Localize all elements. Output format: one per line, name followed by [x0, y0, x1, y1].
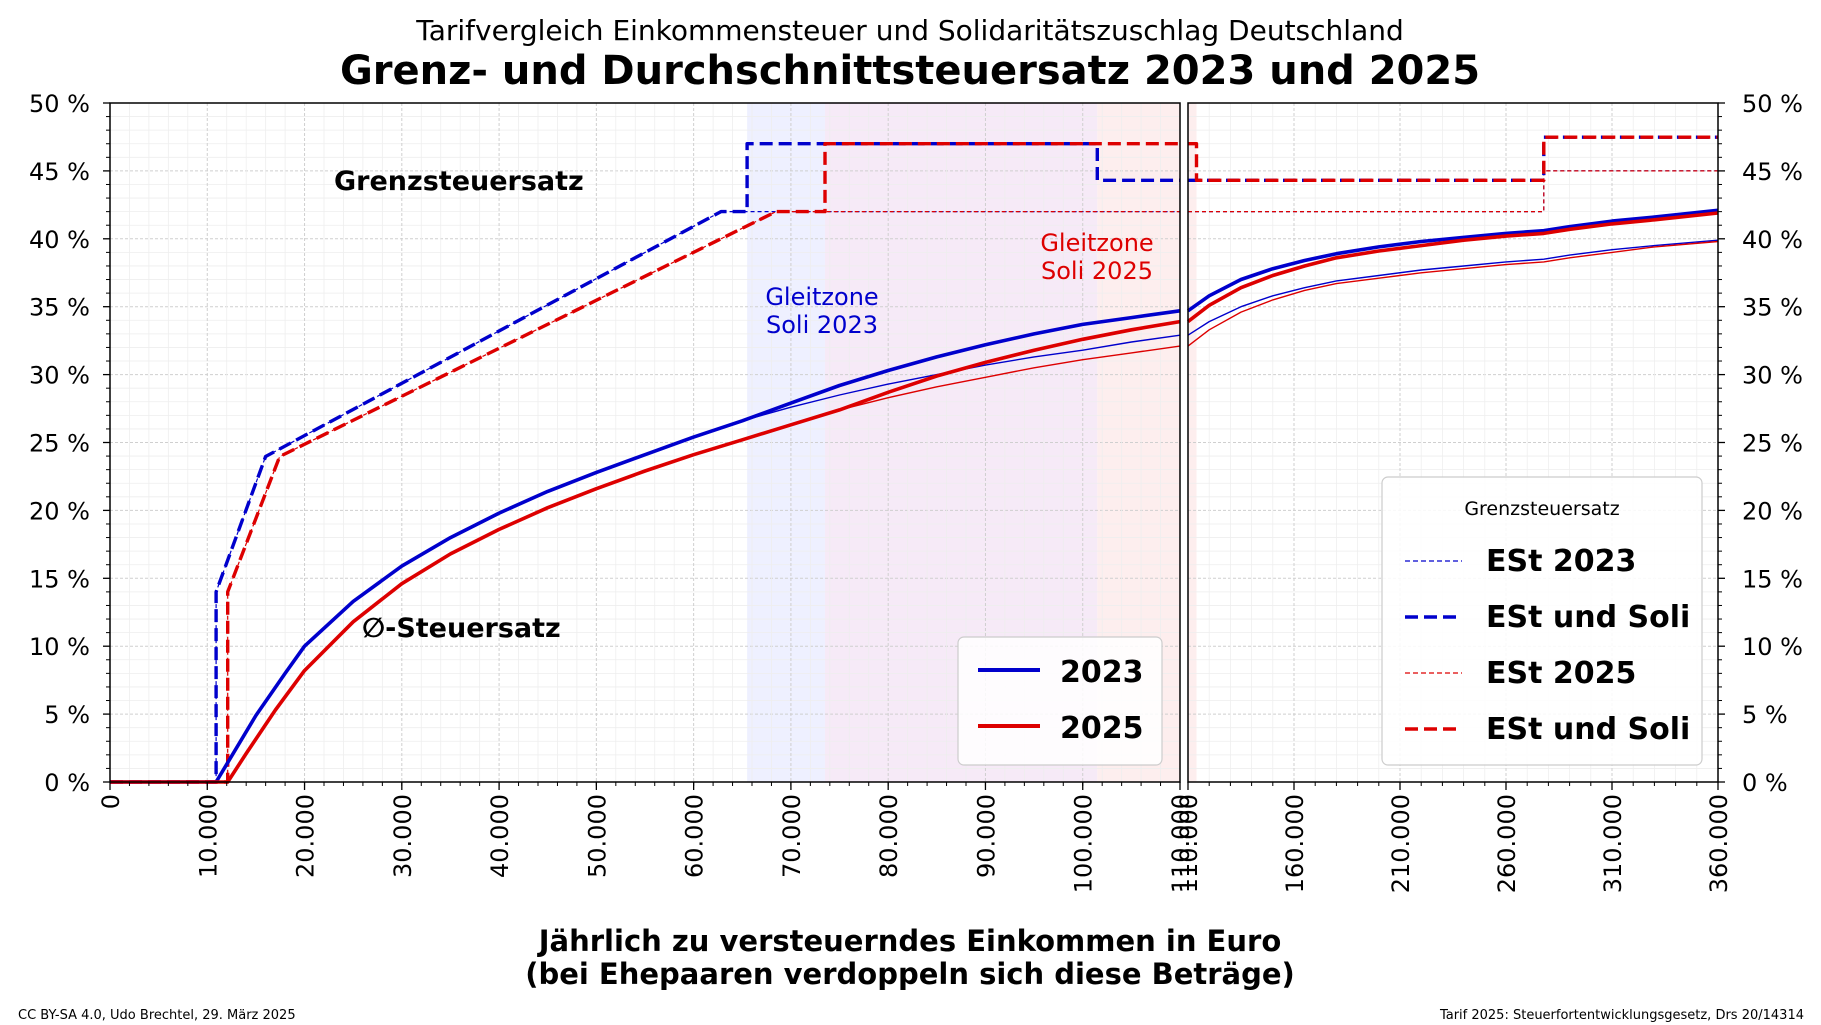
annotation-zone-2025-line1: Gleitzone	[1040, 229, 1153, 257]
y-tick-label-left: 35 %	[29, 294, 90, 322]
legend-marginal-title: Grenzsteuersatz	[1464, 498, 1619, 520]
y-tick-label-right: 40 %	[1742, 226, 1803, 254]
series-line-left-est-und-soli-dashed	[110, 142, 1180, 784]
y-tick-label-left: 5 %	[44, 701, 90, 729]
legend-label-est-2025: ESt 2025	[1486, 656, 1636, 691]
series-line-right-2025-est-thin	[1187, 240, 1719, 347]
y-tick-label-right: 5 %	[1742, 701, 1788, 729]
annotation-grenzsteuersatz: Grenzsteuersatz	[334, 166, 584, 197]
x-tick-label: 40.000	[486, 794, 514, 878]
y-tick-label-right: 10 %	[1742, 633, 1803, 661]
series-line-right-2025-thick	[1186, 211, 1719, 324]
legend-marginal-frame	[1381, 476, 1703, 766]
footer-left: CC BY-SA 4.0, Udo Brechtel, 29. März 202…	[18, 1008, 296, 1023]
series-line-right-est-2023-thin-dashed	[1188, 170, 1718, 213]
y-tick-label-left: 40 %	[29, 226, 90, 254]
annotation-zone-2025-line2: Soli 2025	[1041, 257, 1153, 285]
y-tick-label-right: 45 %	[1742, 158, 1803, 186]
annotation-zone-2023-line2: Soli 2023	[766, 311, 878, 339]
y-tick-label-left: 10 %	[29, 633, 90, 661]
annotation-zone-2023-line1: Gleitzone	[765, 283, 878, 311]
y-tick-label-left: 25 %	[29, 430, 90, 458]
x-tick-label: 10.000	[194, 794, 222, 878]
legend-average: 2023 2025	[957, 636, 1163, 766]
footer-right: Tarif 2025: Steuerfortentwicklungsgesetz…	[1439, 1008, 1804, 1023]
y-tick-label-left: 30 %	[29, 362, 90, 390]
legend-marginal: Grenzsteuersatz ESt 2023 ESt und Soli ES…	[1381, 476, 1703, 766]
chart-supertitle: Tarifvergleich Einkommensteuer und Solid…	[415, 14, 1404, 47]
gleitzone-2025-band-right	[1188, 103, 1197, 782]
left-panel: 0 10.000 20.000 30.000 40.000 50.000 60.000 70.…	[29, 90, 1195, 893]
y-tick-label-left: 50 %	[29, 90, 90, 118]
x-tick-label: 60.000	[681, 794, 709, 878]
x-axis-label-line1: Jährlich zu versteuerndes Einkommen in E…	[537, 924, 1282, 958]
y-tick-label-right: 50 %	[1742, 90, 1803, 118]
legend-label-2023: 2023	[1060, 655, 1144, 690]
series-line-right-est-und-soli-dashed	[1188, 135, 1718, 182]
y-tick-label-right: 0 %	[1742, 769, 1788, 797]
x-tick-label: 80.000	[875, 794, 903, 878]
x-tick-label: 100.000	[1070, 794, 1098, 893]
x-tick-label: 160.000	[1281, 794, 1309, 893]
x-tick-label: 50.000	[583, 794, 611, 878]
x-tick-label: 110.000	[1175, 794, 1203, 893]
x-tick-label: 260.000	[1493, 794, 1521, 893]
legend-label-2025: 2025	[1060, 711, 1144, 746]
legend-label-est-soli-2023: ESt und Soli	[1486, 600, 1690, 635]
x-tick-label: 210.000	[1387, 794, 1415, 893]
series-line-right-2023-est-thin	[1187, 239, 1719, 336]
x-tick-label: 70.000	[778, 794, 806, 878]
series-line-right-2023-thick	[1186, 208, 1719, 313]
x-tick-label: 310.000	[1599, 794, 1627, 893]
y-tick-label-right: 35 %	[1742, 294, 1803, 322]
y-tick-label-left: 15 %	[29, 565, 90, 593]
legend-label-est-2023: ESt 2023	[1486, 544, 1636, 579]
y-tick-label-right: 15 %	[1742, 565, 1803, 593]
x-tick-label: 110.000	[1167, 794, 1195, 893]
series-line-left-2023-thick	[110, 309, 1181, 784]
annotation-avg-rate: ∅-Steuersatz	[362, 613, 561, 644]
x-tick-label: 360.000	[1705, 794, 1733, 893]
legend-label-est-soli-2025: ESt und Soli	[1486, 712, 1690, 747]
x-tick-label: 0	[97, 794, 125, 809]
y-tick-label-left: 0 %	[44, 769, 90, 797]
y-tick-label-left: 20 %	[29, 497, 90, 525]
series-line-left-est-und-soli-dashed	[110, 142, 1180, 784]
x-tick-label: 20.000	[292, 794, 320, 878]
series-line-left-2025-thick	[110, 319, 1181, 784]
x-tick-label: 90.000	[972, 794, 1000, 878]
y-tick-label-right: 25 %	[1742, 430, 1803, 458]
x-axis-label-line2: (bei Ehepaaren verdoppeln sich diese Bet…	[525, 957, 1295, 991]
chart-title: Grenz- und Durchschnittsteuersatz 2023 u…	[340, 48, 1480, 94]
series-line-right-est-2025-thin-dashed	[1188, 170, 1718, 213]
x-tick-label: 30.000	[389, 794, 417, 878]
y-tick-label-left: 45 %	[29, 158, 90, 186]
y-tick-label-right: 20 %	[1742, 497, 1803, 525]
y-tick-label-right: 30 %	[1742, 362, 1803, 390]
